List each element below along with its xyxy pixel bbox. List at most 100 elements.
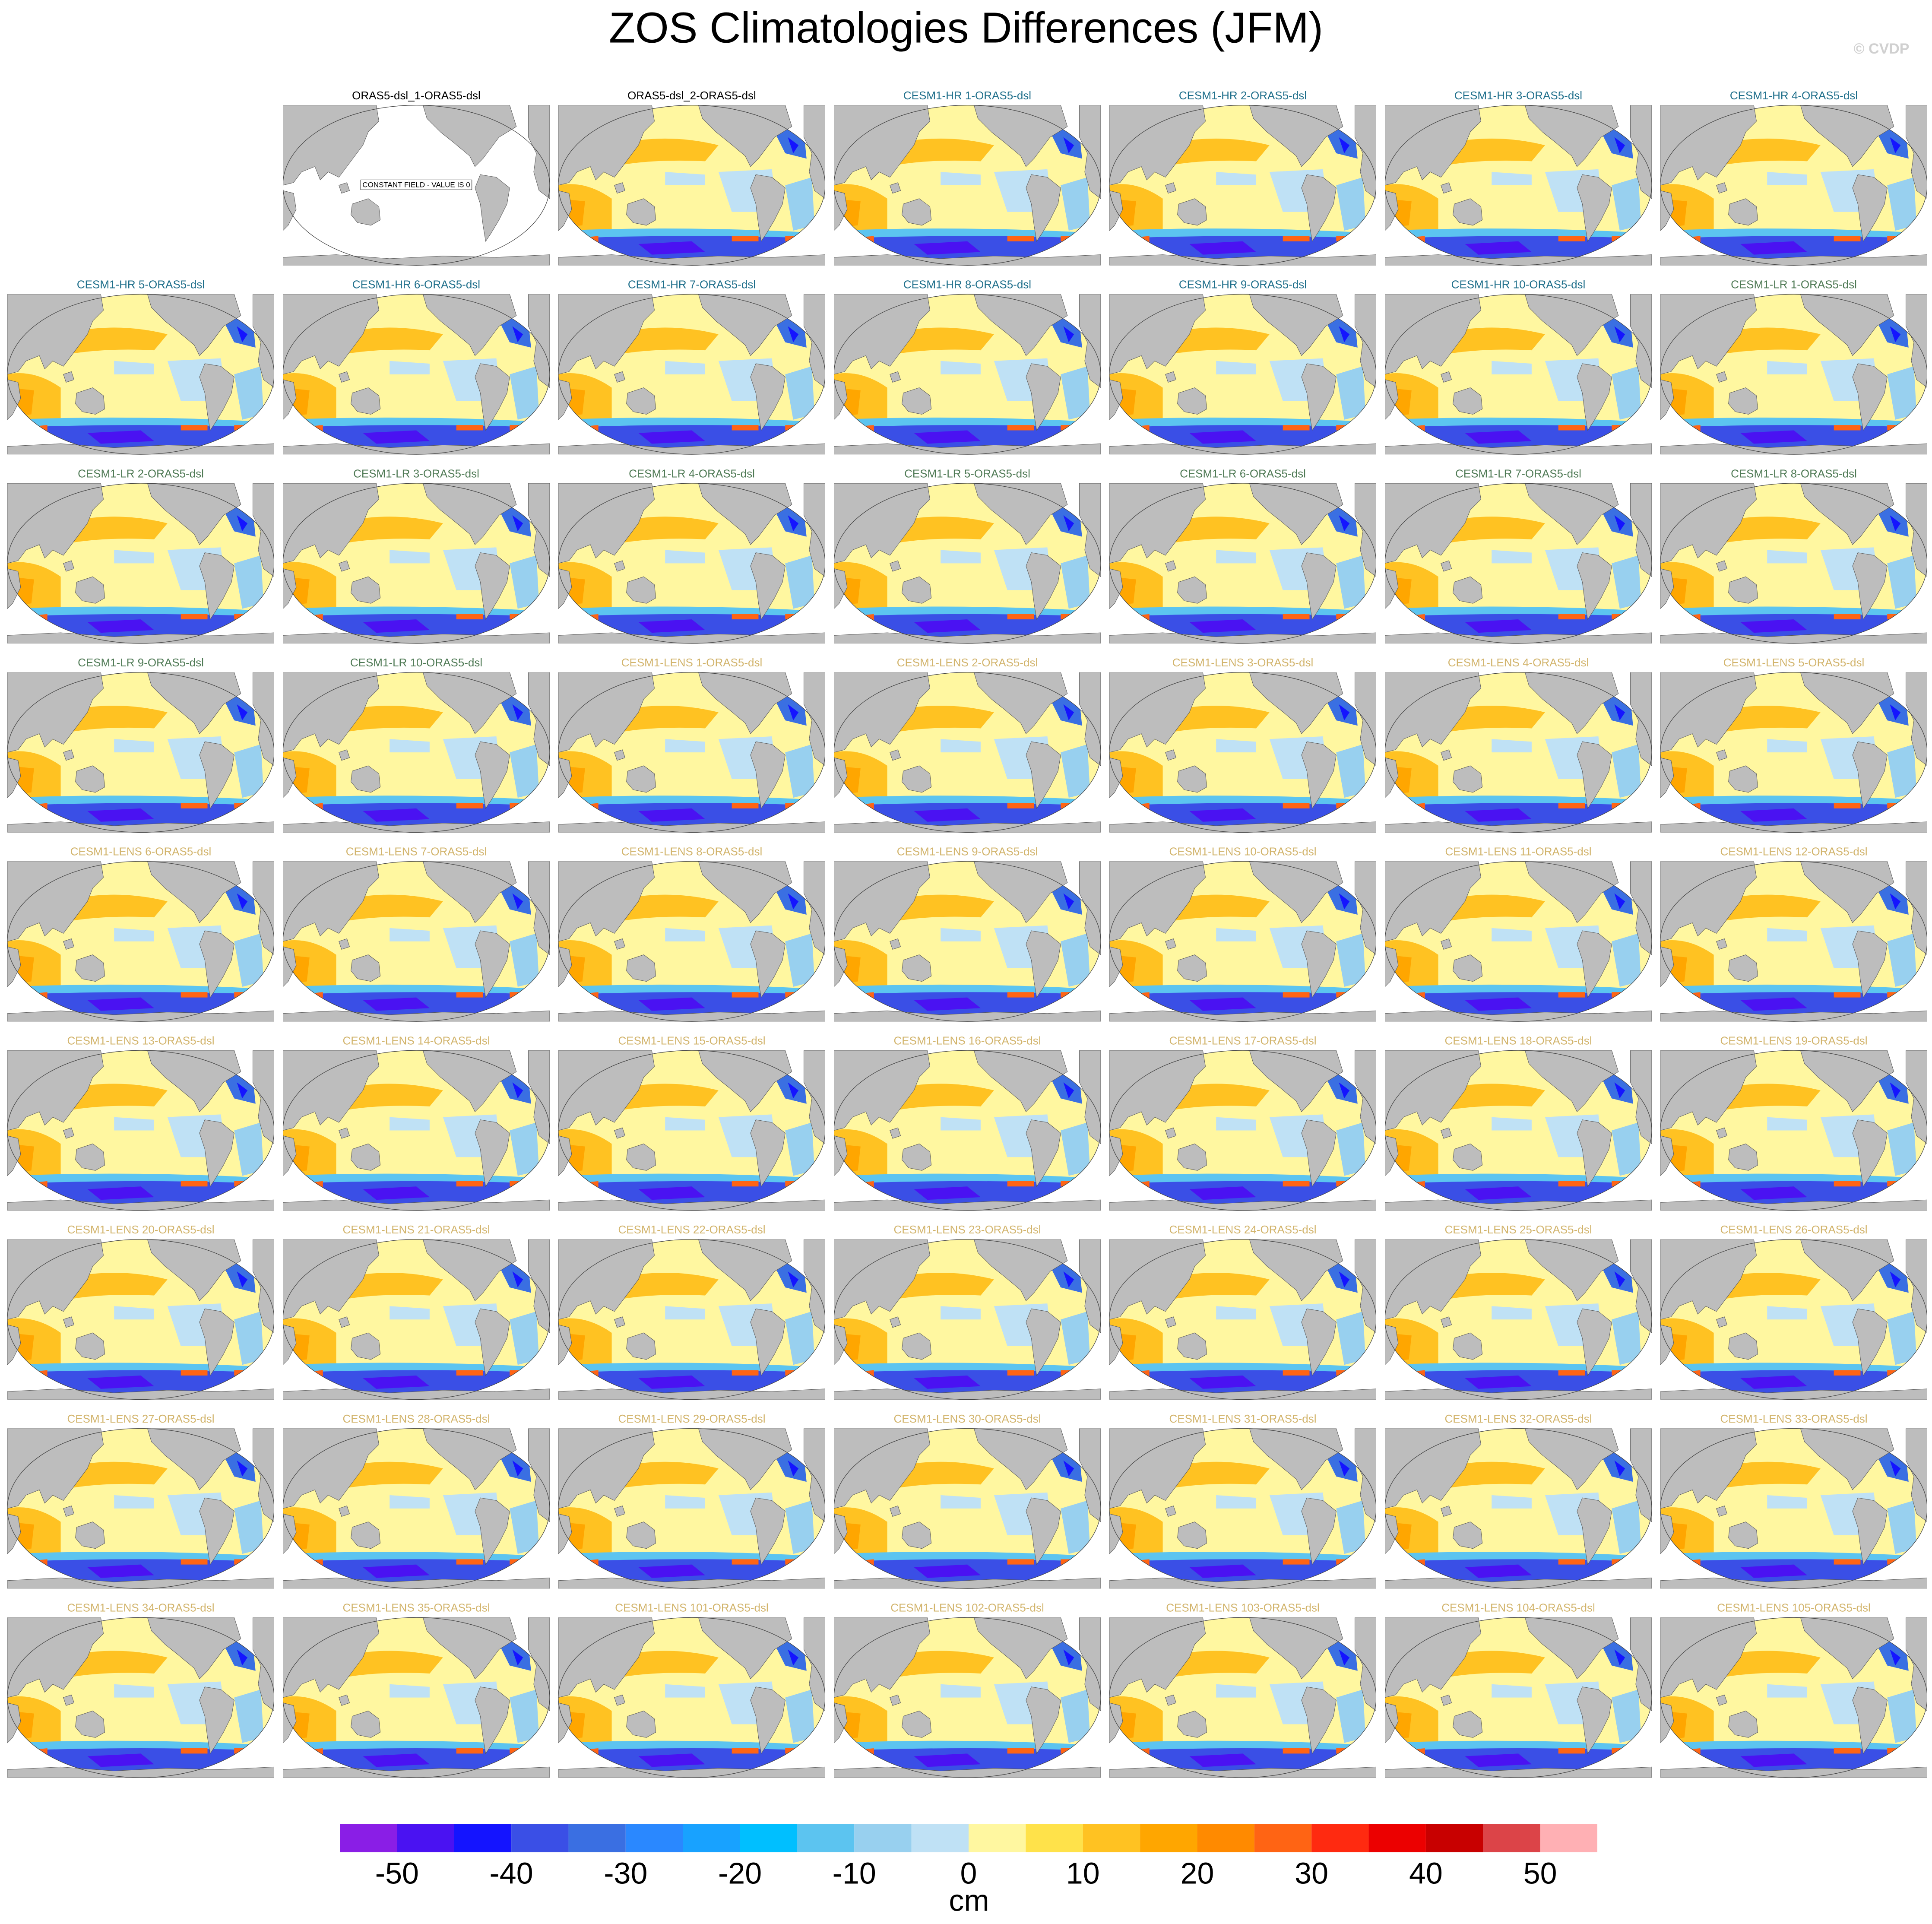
colorbar-box	[854, 1824, 912, 1852]
panel-title: CESM1-HR 6-ORAS5-dsl	[352, 278, 480, 291]
panel-title: CESM1-LENS 9-ORAS5-dsl	[897, 845, 1038, 858]
colorbar-tick-label: -20	[718, 1856, 762, 1890]
map-panel: CESM1-LENS 104-ORAS5-dsl	[1385, 1601, 1652, 1778]
map	[7, 1050, 274, 1211]
map-panel: CESM1-LENS 13-ORAS5-dsl	[7, 1034, 274, 1211]
map	[283, 1239, 550, 1400]
map-panel: CESM1-LENS 21-ORAS5-dsl	[283, 1223, 550, 1400]
map	[1109, 672, 1376, 833]
map	[558, 1617, 825, 1778]
map	[283, 1617, 550, 1778]
panel-title: CESM1-LENS 105-ORAS5-dsl	[1717, 1601, 1870, 1614]
map-panel: CESM1-HR 4-ORAS5-dsl	[1660, 89, 1927, 266]
map	[834, 861, 1101, 1021]
map-panel: CESM1-LENS 103-ORAS5-dsl	[1109, 1601, 1376, 1778]
colorbar-tick-label: 10	[1066, 1856, 1100, 1890]
map-panel: CESM1-LR 4-ORAS5-dsl	[558, 467, 825, 643]
map-panel: CESM1-LR 6-ORAS5-dsl	[1109, 467, 1376, 643]
map	[1385, 294, 1652, 454]
map-panel: CESM1-LENS 28-ORAS5-dsl	[283, 1412, 550, 1589]
colorbar-box	[740, 1824, 797, 1852]
map	[558, 105, 825, 266]
map-panel: CESM1-HR 6-ORAS5-dsl	[283, 278, 550, 455]
colorbar-tick-label: 50	[1523, 1856, 1557, 1890]
map-panel: CESM1-LENS 23-ORAS5-dsl	[834, 1223, 1101, 1400]
panel-title: CESM1-LENS 101-ORAS5-dsl	[615, 1601, 768, 1614]
map	[283, 1429, 550, 1589]
colorbar-box	[683, 1824, 740, 1852]
map	[558, 1239, 825, 1400]
colorbar-box	[1254, 1824, 1312, 1852]
map	[283, 1050, 550, 1211]
map	[1660, 1239, 1927, 1400]
map-panel: CESM1-LENS 11-ORAS5-dsl	[1385, 845, 1652, 1022]
panel-title: CESM1-LENS 10-ORAS5-dsl	[1169, 845, 1317, 858]
map-panel: CESM1-LENS 3-ORAS5-dsl	[1109, 656, 1376, 833]
colorbar-box	[568, 1824, 626, 1852]
panel-title: CESM1-HR 7-ORAS5-dsl	[628, 278, 756, 291]
panel-title: CESM1-LR 9-ORAS5-dsl	[78, 656, 204, 669]
panel-title: CESM1-LENS 26-ORAS5-dsl	[1720, 1223, 1868, 1236]
map	[1109, 1239, 1376, 1400]
panel-title: CESM1-HR 1-ORAS5-dsl	[903, 89, 1031, 102]
map	[283, 294, 550, 454]
map-panel: CESM1-HR 1-ORAS5-dsl	[834, 89, 1101, 266]
map	[1660, 1050, 1927, 1211]
colorbar-tick-label: 30	[1295, 1856, 1328, 1890]
panel-title: CESM1-HR 4-ORAS5-dsl	[1730, 89, 1858, 102]
colorbar-box	[911, 1824, 969, 1852]
map	[7, 1617, 274, 1778]
map-panel: CESM1-HR 5-ORAS5-dsl	[7, 278, 274, 455]
panel-title: CESM1-LENS 4-ORAS5-dsl	[1448, 656, 1589, 669]
map-panel: CESM1-LR 3-ORAS5-dsl	[283, 467, 550, 643]
map	[1385, 483, 1652, 643]
map-panel: CESM1-LENS 17-ORAS5-dsl	[1109, 1034, 1376, 1211]
map-panel: CESM1-LENS 22-ORAS5-dsl	[558, 1223, 825, 1400]
panel-title: CESM1-LENS 8-ORAS5-dsl	[621, 845, 763, 858]
map	[558, 483, 825, 643]
map	[7, 672, 274, 833]
map-panel: CESM1-LENS 26-ORAS5-dsl	[1660, 1223, 1927, 1400]
panel-title: CESM1-LR 10-ORAS5-dsl	[350, 656, 482, 669]
map-panel: CESM1-LENS 102-ORAS5-dsl	[834, 1601, 1101, 1778]
map	[1660, 861, 1927, 1021]
map-panel: CESM1-LENS 8-ORAS5-dsl	[558, 845, 825, 1022]
panel-title: CESM1-LR 5-ORAS5-dsl	[904, 467, 1030, 480]
colorbar: -50 -40 -30 -20 -10 0 10 20 30 40 50 cm	[340, 1824, 1597, 1917]
panel-title: CESM1-LENS 28-ORAS5-dsl	[343, 1412, 490, 1425]
map-panel: CESM1-LR 5-ORAS5-dsl	[834, 467, 1101, 643]
colorbar-box	[1483, 1824, 1540, 1852]
map-panel: CESM1-LENS 18-ORAS5-dsl	[1385, 1034, 1652, 1211]
map-panel: CESM1-LENS 1-ORAS5-dsl	[558, 656, 825, 833]
colorbar-tick-label: -50	[375, 1856, 419, 1890]
map-panel: CESM1-LENS 5-ORAS5-dsl	[1660, 656, 1927, 833]
map-panel: CESM1-HR 9-ORAS5-dsl	[1109, 278, 1376, 455]
map-panel: CESM1-LENS 27-ORAS5-dsl	[7, 1412, 274, 1589]
map-panel: CESM1-LENS 32-ORAS5-dsl	[1385, 1412, 1652, 1589]
watermark: © CVDP	[1854, 41, 1910, 57]
map	[834, 294, 1101, 454]
map	[1109, 1617, 1376, 1778]
map-panel: CESM1-LENS 16-ORAS5-dsl	[834, 1034, 1101, 1211]
map-panel: CESM1-LENS 35-ORAS5-dsl	[283, 1601, 550, 1778]
colorbar-box	[1026, 1824, 1083, 1852]
panel-title: CESM1-LENS 22-ORAS5-dsl	[618, 1223, 766, 1236]
map-panel: CESM1-LENS 2-ORAS5-dsl	[834, 656, 1101, 833]
panel-title: CESM1-LENS 18-ORAS5-dsl	[1445, 1034, 1592, 1047]
map	[1660, 105, 1927, 266]
map	[834, 1429, 1101, 1589]
map	[558, 861, 825, 1021]
map	[1109, 1429, 1376, 1589]
map-panel: CESM1-LR 10-ORAS5-dsl	[283, 656, 550, 833]
map	[1385, 1429, 1652, 1589]
panel-title: CESM1-LENS 14-ORAS5-dsl	[343, 1034, 490, 1047]
map	[834, 672, 1101, 833]
map-panel: CESM1-LENS 19-ORAS5-dsl	[1660, 1034, 1927, 1211]
colorbar-box	[1197, 1824, 1254, 1852]
map-panel: CESM1-LENS 101-ORAS5-dsl	[558, 1601, 825, 1778]
panel-title: CESM1-LENS 30-ORAS5-dsl	[894, 1412, 1041, 1425]
map-panel: CESM1-LENS 34-ORAS5-dsl	[7, 1601, 274, 1778]
figure-title: ZOS Climatologies Differences (JFM)	[609, 3, 1323, 52]
panel-title: CESM1-LENS 12-ORAS5-dsl	[1720, 845, 1868, 858]
colorbar-tick-label: 20	[1181, 1856, 1214, 1890]
